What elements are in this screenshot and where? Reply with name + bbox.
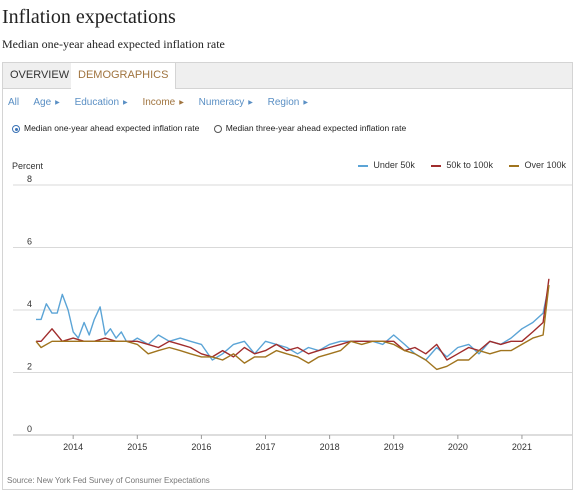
filter-numeracy[interactable]: Numeracy ▶ — [199, 97, 253, 108]
y-tick-label: 2 — [27, 362, 32, 372]
x-tick-label: 2016 — [191, 442, 211, 452]
legend-label: Under 50k — [373, 160, 415, 170]
radio-three-year[interactable]: Median three-year ahead expected inflati… — [213, 123, 407, 133]
filter-numeracy-label: Numeracy — [198, 97, 245, 108]
y-axis-label: Percent — [12, 161, 44, 171]
tab-bar: OVERVIEW DEMOGRAPHICS — [3, 63, 572, 89]
filter-income[interactable]: Income ▶ — [142, 97, 183, 108]
radio-three-year-label: Median three-year ahead expected inflati… — [225, 123, 407, 133]
filter-region[interactable]: Region ▶ — [268, 97, 308, 108]
source-note: Source: New York Fed Survey of Consumer … — [7, 476, 210, 485]
caret-right-icon: ▶ — [55, 99, 60, 106]
caret-right-icon: ▶ — [179, 99, 184, 106]
x-tick-label: 2015 — [127, 442, 147, 452]
legend-swatch — [358, 164, 369, 167]
legend-swatch — [509, 164, 520, 167]
caret-right-icon: ▶ — [248, 99, 253, 106]
filter-age[interactable]: Age ▶ — [33, 97, 59, 108]
y-tick-label: 8 — [27, 174, 32, 184]
horizon-radio-group: Median one-year ahead expected inflation… — [12, 123, 418, 133]
filter-income-label: Income — [142, 97, 176, 108]
radio-unselected-icon — [213, 125, 222, 133]
caret-right-icon: ▶ — [123, 99, 128, 106]
legend-label: Over 100k — [524, 160, 566, 170]
legend-item-50k-to-100k[interactable]: 50k to 100k — [431, 160, 493, 170]
y-tick-label: 6 — [27, 237, 32, 247]
x-tick-label: 2017 — [255, 442, 275, 452]
radio-selected-icon — [12, 125, 20, 133]
page-title: Inflation expectations — [2, 6, 176, 28]
line-chart[interactable]: 0 2 4 6 8 2014 2015 2016 2017 2018 2019 2020 2021 — [3, 63, 572, 489]
series-line-50k-to-100k — [36, 278, 550, 361]
x-tick-label: 2018 — [320, 442, 340, 452]
legend-item-under-50k[interactable]: Under 50k — [358, 160, 415, 170]
page-subtitle: Median one-year ahead expected inflation… — [2, 37, 225, 51]
series-line-over-100k — [35, 284, 550, 371]
filter-region-label: Region — [267, 97, 300, 108]
y-tick-label: 0 — [27, 424, 32, 434]
radio-one-year[interactable]: Median one-year ahead expected inflation… — [12, 123, 199, 133]
filter-education[interactable]: Education ▶ — [75, 97, 128, 108]
x-tick-label: 2021 — [512, 442, 532, 452]
x-tick-label: 2019 — [384, 442, 404, 452]
legend-item-over-100k[interactable]: Over 100k — [509, 160, 566, 170]
x-tick-label: 2020 — [448, 442, 468, 452]
legend-swatch — [431, 164, 442, 167]
y-tick-label: 4 — [27, 299, 32, 309]
radio-one-year-label: Median one-year ahead expected inflation… — [24, 123, 200, 133]
filter-all[interactable]: All — [8, 97, 19, 108]
series-line-under-50k — [36, 284, 550, 361]
filter-education-label: Education — [74, 97, 120, 108]
tab-demographics[interactable]: DEMOGRAPHICS — [71, 63, 177, 89]
chart-legend: Under 50k 50k to 100k Over 100k — [344, 160, 566, 170]
legend-label: 50k to 100k — [446, 160, 493, 170]
x-tick-label: 2014 — [63, 442, 83, 452]
chart-panel: OVERVIEW DEMOGRAPHICS All Age ▶ Education… — [2, 62, 573, 490]
filter-age-label: Age — [33, 97, 52, 108]
filter-bar: All Age ▶ Education ▶ Income ▶ Numeracy ▶ Re… — [8, 97, 320, 108]
caret-right-icon: ▶ — [303, 99, 308, 106]
filter-all-label: All — [8, 97, 20, 108]
